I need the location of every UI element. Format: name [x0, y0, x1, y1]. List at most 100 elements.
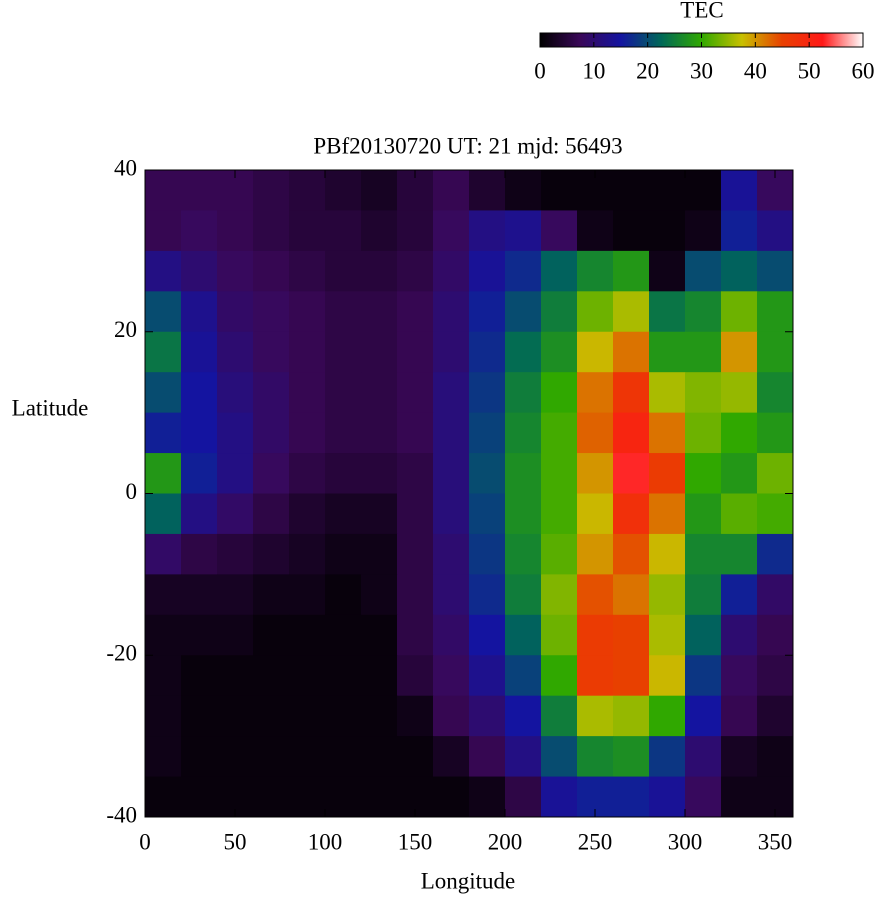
- heatmap-cell: [721, 614, 758, 656]
- heatmap-cell: [469, 695, 506, 737]
- heatmap-cell: [469, 736, 506, 778]
- heatmap-cell: [613, 776, 650, 818]
- heatmap-cell: [217, 210, 254, 252]
- x-tick-label: 350: [758, 829, 793, 854]
- heatmap-cell: [397, 331, 434, 373]
- heatmap-cell: [217, 453, 254, 494]
- heatmap-cell: [505, 170, 542, 211]
- colorbar-tick-label: 40: [744, 58, 767, 83]
- heatmap-cell: [577, 372, 614, 414]
- heatmap-cell: [613, 210, 650, 252]
- heatmap-cell: [505, 453, 542, 494]
- heatmap-cell: [397, 210, 434, 252]
- heatmap-cell: [721, 331, 758, 373]
- heatmap-cell: [649, 614, 686, 656]
- heatmap-cell: [721, 655, 758, 697]
- heatmap-cell: [613, 736, 650, 778]
- heatmap-cell: [361, 210, 398, 252]
- heatmap-cell: [613, 250, 650, 292]
- heatmap-cell: [217, 533, 254, 575]
- x-tick-label: 250: [578, 829, 613, 854]
- heatmap-cell: [505, 331, 542, 373]
- heatmap-cell: [541, 412, 578, 454]
- heatmap-cell: [145, 210, 182, 252]
- heatmap-cell: [145, 655, 182, 697]
- heatmap-cell: [757, 574, 794, 616]
- heatmap-cell: [613, 331, 650, 373]
- heatmap-cell: [757, 331, 794, 373]
- heatmap-cell: [613, 574, 650, 616]
- heatmap-cell: [145, 291, 182, 333]
- heatmap-cell: [289, 493, 326, 535]
- heatmap-cell: [397, 533, 434, 575]
- heatmap-cell: [325, 736, 362, 778]
- heatmap-cell: [397, 736, 434, 778]
- heatmap-cell: [181, 776, 218, 818]
- heatmap-cell: [433, 574, 470, 616]
- heatmap-cell: [685, 291, 722, 333]
- heatmap-cell: [469, 453, 506, 494]
- heatmap-cell: [325, 372, 362, 414]
- heatmap-cell: [397, 372, 434, 414]
- heatmap-cell: [685, 170, 722, 211]
- heatmap-cell: [181, 210, 218, 252]
- y-axis-label: Latitude: [12, 395, 89, 420]
- heatmap-cell: [181, 574, 218, 616]
- x-tick-label: 50: [224, 829, 247, 854]
- heatmap-cell: [361, 291, 398, 333]
- x-axis-label: Longitude: [421, 868, 516, 893]
- heatmap-cell: [181, 372, 218, 414]
- heatmap-cell: [613, 372, 650, 414]
- heatmap-cell: [541, 250, 578, 292]
- heatmap-cell: [541, 291, 578, 333]
- heatmap-cell: [253, 170, 290, 211]
- heatmap-cell: [145, 493, 182, 535]
- heatmap-cell: [253, 250, 290, 292]
- heatmap-cell: [289, 736, 326, 778]
- y-tick-label: -40: [106, 802, 137, 827]
- heatmap-cell: [325, 250, 362, 292]
- heatmap-cell: [433, 493, 470, 535]
- heatmap-cell: [649, 250, 686, 292]
- heatmap-cell: [649, 776, 686, 818]
- heatmap-cell: [721, 695, 758, 737]
- heatmap-cell: [433, 170, 470, 211]
- heatmap-cell: [505, 250, 542, 292]
- heatmap-cell: [613, 533, 650, 575]
- heatmap-cell: [577, 210, 614, 252]
- heatmap-cell: [541, 453, 578, 494]
- heatmap-cell: [505, 574, 542, 616]
- heatmap-cell: [325, 210, 362, 252]
- colorbar-tick-label: 60: [852, 58, 875, 83]
- colorbar-tick-label: 30: [690, 58, 713, 83]
- heatmap-cell: [469, 331, 506, 373]
- heatmap-cell: [361, 453, 398, 494]
- heatmap-cell: [505, 695, 542, 737]
- colorbar-tick-label: 20: [636, 58, 659, 83]
- heatmap-cell: [649, 412, 686, 454]
- heatmap-cell: [217, 736, 254, 778]
- heatmap-cell: [145, 533, 182, 575]
- heatmap-cell: [253, 695, 290, 737]
- heatmap-cell: [145, 331, 182, 373]
- heatmap-cell: [577, 493, 614, 535]
- heatmap-cell: [649, 210, 686, 252]
- heatmap-cell: [325, 695, 362, 737]
- heatmap-cell: [613, 170, 650, 211]
- heatmap-cell: [181, 533, 218, 575]
- heatmap-cell: [757, 695, 794, 737]
- heatmap-cell: [145, 574, 182, 616]
- heatmap-cell: [289, 372, 326, 414]
- heatmap-cell: [433, 614, 470, 656]
- heatmap-cell: [325, 574, 362, 616]
- heatmap-cell: [721, 291, 758, 333]
- heatmap-cell: [289, 453, 326, 494]
- heatmap-cell: [649, 574, 686, 616]
- heatmap-cell: [577, 574, 614, 616]
- heatmap-cell: [325, 614, 362, 656]
- heatmap-cell: [721, 210, 758, 252]
- heatmap-cell: [253, 533, 290, 575]
- heatmap-cell: [253, 614, 290, 656]
- heatmap-cell: [433, 412, 470, 454]
